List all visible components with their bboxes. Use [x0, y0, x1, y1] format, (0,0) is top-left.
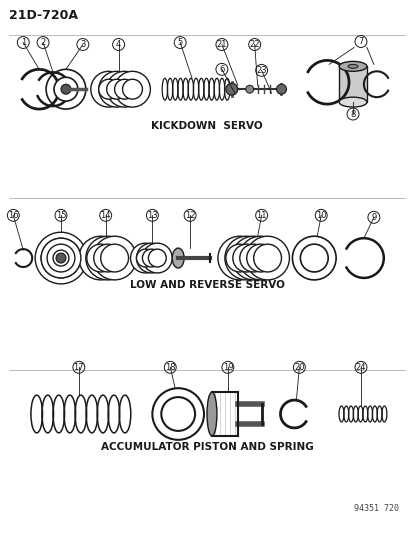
Circle shape — [238, 236, 282, 280]
Circle shape — [100, 244, 128, 272]
Text: 1: 1 — [21, 38, 26, 47]
Circle shape — [47, 244, 75, 272]
Circle shape — [253, 244, 281, 272]
Circle shape — [114, 79, 134, 99]
Circle shape — [142, 243, 172, 273]
Circle shape — [292, 236, 335, 280]
Text: 17: 17 — [74, 363, 84, 372]
Text: 6: 6 — [218, 65, 224, 74]
Circle shape — [122, 79, 142, 99]
Text: 9: 9 — [370, 213, 375, 222]
Circle shape — [231, 236, 275, 280]
Text: 2: 2 — [40, 38, 45, 47]
Text: LOW AND REVERSE SERVO: LOW AND REVERSE SERVO — [129, 280, 284, 290]
Circle shape — [136, 243, 166, 273]
Circle shape — [85, 236, 129, 280]
Circle shape — [107, 71, 142, 107]
Circle shape — [300, 244, 328, 272]
Text: 23: 23 — [256, 66, 266, 75]
Circle shape — [148, 249, 166, 267]
Text: 10: 10 — [315, 211, 326, 220]
Text: 20: 20 — [293, 363, 304, 372]
Text: 22: 22 — [249, 40, 259, 49]
Circle shape — [56, 253, 66, 263]
Circle shape — [232, 244, 260, 272]
Circle shape — [90, 71, 126, 107]
Circle shape — [61, 84, 71, 94]
Circle shape — [114, 71, 150, 107]
Circle shape — [152, 388, 204, 440]
Circle shape — [245, 85, 253, 93]
Text: 21: 21 — [216, 40, 227, 49]
Circle shape — [276, 84, 286, 94]
Circle shape — [53, 250, 69, 266]
Circle shape — [225, 244, 253, 272]
Ellipse shape — [206, 392, 216, 436]
Text: 18: 18 — [164, 363, 175, 372]
Text: 19: 19 — [222, 363, 233, 372]
Bar — [338, 66, 366, 102]
Circle shape — [239, 244, 267, 272]
Circle shape — [225, 83, 237, 95]
Circle shape — [46, 69, 85, 109]
Circle shape — [41, 238, 81, 278]
Text: 94351 720: 94351 720 — [353, 504, 398, 513]
Circle shape — [98, 79, 118, 99]
Circle shape — [217, 236, 261, 280]
Circle shape — [78, 236, 122, 280]
Circle shape — [142, 249, 160, 267]
Text: KICKDOWN  SERVO: KICKDOWN SERVO — [151, 121, 262, 131]
Circle shape — [54, 77, 78, 101]
Circle shape — [161, 397, 195, 431]
Text: 12: 12 — [185, 211, 195, 220]
Ellipse shape — [338, 61, 366, 71]
Circle shape — [224, 236, 268, 280]
Circle shape — [41, 238, 81, 278]
Text: 24: 24 — [355, 363, 366, 372]
Circle shape — [246, 244, 274, 272]
Ellipse shape — [172, 248, 184, 268]
Circle shape — [130, 243, 160, 273]
Text: 5: 5 — [177, 38, 183, 47]
Circle shape — [245, 236, 289, 280]
Text: 13: 13 — [147, 211, 157, 220]
Circle shape — [136, 249, 154, 267]
Circle shape — [87, 244, 114, 272]
Text: 15: 15 — [56, 211, 66, 220]
Circle shape — [47, 244, 75, 272]
Text: 16: 16 — [8, 211, 19, 220]
Circle shape — [93, 236, 136, 280]
Ellipse shape — [347, 64, 357, 68]
Circle shape — [93, 244, 121, 272]
Circle shape — [107, 79, 126, 99]
Text: 4: 4 — [116, 40, 121, 49]
Ellipse shape — [338, 97, 366, 107]
Text: 3: 3 — [80, 40, 85, 49]
Text: 14: 14 — [100, 211, 111, 220]
Circle shape — [35, 232, 87, 284]
Text: 11: 11 — [256, 211, 266, 220]
Text: ACCUMULATOR PISTON AND SPRING: ACCUMULATOR PISTON AND SPRING — [100, 442, 313, 452]
Text: 21D-720A: 21D-720A — [9, 9, 78, 22]
Text: 7: 7 — [357, 37, 363, 46]
Text: 8: 8 — [349, 109, 355, 118]
Circle shape — [98, 71, 134, 107]
